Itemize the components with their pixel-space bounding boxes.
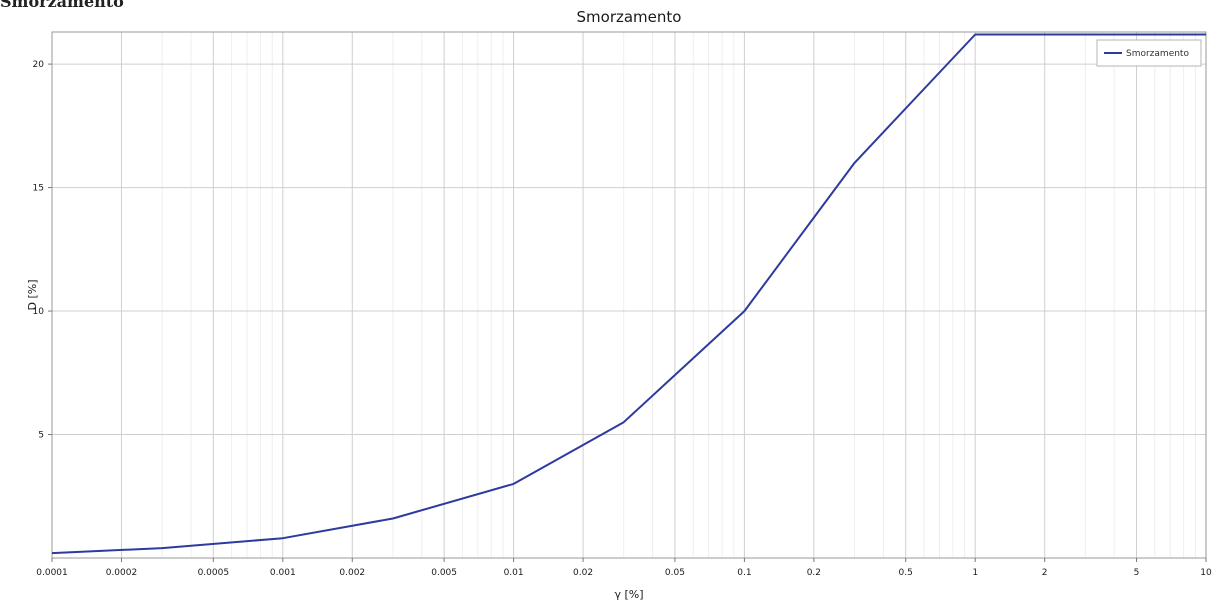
x-tick-label: 5: [1134, 568, 1140, 578]
y-tick-label: 5: [38, 431, 44, 441]
x-tick-label: 0.5: [899, 568, 913, 578]
y-axis-label: D [%]: [26, 279, 39, 310]
x-tick-label: 2: [1042, 568, 1048, 578]
x-tick-label: 0.005: [431, 568, 457, 578]
x-tick-label: 0.002: [339, 568, 365, 578]
plot-frame: [51, 31, 1207, 559]
y-tick-label: 20: [33, 60, 45, 70]
legend-label: Smorzamento: [1126, 49, 1189, 59]
series-line: [51, 33, 1206, 555]
series-layer: [51, 33, 1206, 555]
x-tick-label: 10: [1200, 568, 1212, 578]
grid: [51, 32, 1207, 558]
x-tick-label: 0.01: [504, 568, 524, 578]
legend: Smorzamento: [1096, 39, 1202, 67]
x-tick-label: 0.02: [573, 568, 593, 578]
x-tick-label: 0.05: [665, 568, 685, 578]
x-tick-label: 0.0001: [36, 568, 68, 578]
x-axis-ticks: 0.0001 0.0002 0.0005 0.001 0.002 0.005 0.01 0.0…: [36, 558, 1212, 578]
x-tick-label: 0.0005: [198, 568, 230, 578]
y-tick-label: 15: [33, 184, 44, 194]
x-axis-label: γ [%]: [614, 588, 643, 601]
y-axis-ticks: 5 10 15 20: [33, 60, 52, 441]
x-tick-label: 0.001: [270, 568, 296, 578]
x-tick-label: 0.0002: [106, 568, 138, 578]
x-tick-label: 0.1: [737, 568, 751, 578]
y-tick-label: 10: [33, 307, 45, 317]
chart-title: Smorzamento: [577, 8, 682, 26]
x-tick-label: 1: [972, 568, 978, 578]
x-tick-label: 0.2: [807, 568, 821, 578]
section-heading-fragment: Smorzamento: [0, 0, 124, 11]
